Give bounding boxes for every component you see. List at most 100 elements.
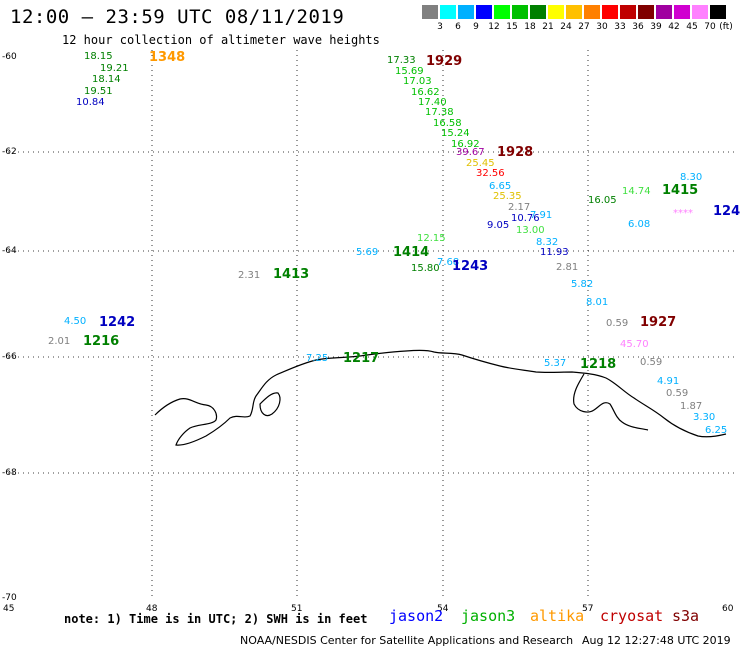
legend-swatch (638, 5, 654, 19)
wave-height-label: 7.91 (530, 210, 553, 221)
wave-height-label: 16.62 (411, 87, 440, 98)
wave-height-label: 1.87 (680, 401, 703, 412)
lon-label: 51 (291, 604, 303, 614)
legend-label: 3 (437, 22, 443, 32)
wave-height-label: 25.35 (493, 191, 522, 202)
legend-label: 30 (596, 22, 608, 32)
legend-swatch (620, 5, 636, 19)
legend-label: 27 (578, 22, 590, 32)
pass-time-label: 124 (713, 204, 740, 219)
wave-height-label: 3.30 (693, 412, 716, 423)
wave-height-label: 12.15 (417, 233, 446, 244)
wave-height-label: 32.56 (476, 168, 505, 179)
legend-swatch (674, 5, 690, 19)
legend-label: 9 (473, 22, 479, 32)
wave-height-label: 0.59 (640, 357, 663, 368)
wave-height-label: 2.17 (508, 202, 531, 213)
lat-label: -60 (2, 52, 17, 62)
pass-time-label: 1218 (580, 357, 617, 372)
legend-label: 15 (506, 22, 518, 32)
legend-swatch (548, 5, 564, 19)
wave-height-label: 2.01 (48, 336, 71, 347)
wave-height-label: 10.76 (511, 213, 540, 224)
wave-height-label: 17.40 (418, 97, 447, 108)
wave-height-label: 6.25 (705, 425, 728, 436)
wave-height-label: 15.69 (395, 66, 424, 77)
wave-height-label: 8.32 (536, 237, 559, 248)
legend-swatch (512, 5, 528, 19)
pass-time-label: 1413 (273, 267, 310, 282)
wave-height-label: 5.37 (544, 358, 567, 369)
legend-label: 33 (614, 22, 626, 32)
wave-height-label: 5.82 (571, 279, 594, 290)
wave-height-label: 19.21 (100, 63, 129, 74)
legend-swatch (710, 5, 726, 19)
lon-label: 45 (3, 604, 15, 614)
wave-height-label: 7.25 (306, 353, 329, 364)
lon-label: 60 (722, 604, 734, 614)
wave-height-label: 19.51 (84, 86, 113, 97)
lat-label: -64 (2, 246, 17, 256)
legend-swatch (656, 5, 672, 19)
lon-label: 54 (437, 604, 449, 614)
wave-height-label: 17.38 (425, 107, 454, 118)
satellite-name: jason2 (389, 607, 444, 625)
legend-swatch (566, 5, 582, 19)
lon-label: 48 (146, 604, 158, 614)
wave-height-label: 18.14 (92, 74, 121, 85)
pass-time-label: 1243 (452, 259, 489, 274)
legend-swatch (602, 5, 618, 19)
lat-label: -66 (2, 352, 17, 362)
wave-height-label: 6.65 (489, 181, 512, 192)
legend-label: 6 (455, 22, 461, 32)
wave-height-label: 11.93 (540, 247, 569, 258)
credit-text: NOAA/NESDIS Center for Satellite Applica… (240, 634, 574, 647)
pass-time-label: 1415 (662, 183, 699, 198)
coastline-island (259, 392, 281, 417)
wave-height-label: 16.58 (433, 118, 462, 129)
wave-height-label: 5.69 (356, 247, 379, 258)
satellite-name: jason3 (461, 607, 516, 625)
legend-label: 12 (488, 22, 500, 32)
lat-label: -70 (2, 593, 17, 603)
legend-swatch (584, 5, 600, 19)
wave-height-label: 25.45 (466, 158, 495, 169)
wave-height-label: 10.84 (76, 97, 105, 108)
pass-time-label: 1242 (99, 315, 136, 330)
legend-swatch (440, 5, 456, 19)
wave-height-label: 4.50 (64, 316, 87, 327)
satellite-name: cryosat (600, 607, 664, 625)
wave-height-label: 0.59 (606, 318, 629, 329)
timestamp: Aug 12 12:27:48 UTC 2019 (582, 634, 731, 647)
pass-time-label: 1927 (640, 315, 677, 330)
wave-height-label: 45.70 (620, 339, 649, 350)
coastline (154, 349, 727, 446)
wave-height-label: 6.08 (628, 219, 651, 230)
wave-height-label: 39.67 (456, 147, 485, 158)
wave-height-label: 15.80 (411, 263, 440, 274)
wave-height-label: 0.59 (666, 388, 689, 399)
wave-height-label: 16.92 (451, 139, 480, 150)
wave-height-label: 8.01 (586, 297, 609, 308)
wave-height-label: 7.68 (437, 257, 460, 268)
wave-height-label: 2.81 (556, 262, 579, 273)
pass-time-label: 1216 (83, 334, 120, 349)
pass-time-label: 1928 (497, 145, 534, 160)
legend-label: 18 (524, 22, 536, 32)
wave-height-label: 17.33 (387, 55, 416, 66)
legend-swatch (476, 5, 492, 19)
wave-height-label: 4.91 (657, 376, 680, 387)
wave-height-label: 13.00 (516, 225, 545, 236)
wave-height-label: 9.05 (487, 220, 510, 231)
legend-label: 70 (704, 22, 716, 32)
color-legend: 3 6 9 12 15 18 21 24 27 30 33 36 39 42 45 70 (ft) (422, 5, 733, 33)
lon-label: 57 (582, 604, 594, 614)
page-subtitle: 12 hour collection of altimeter wave hei… (62, 33, 380, 47)
legend-swatch (458, 5, 474, 19)
legend-label: 21 (542, 22, 554, 32)
footer-note: note: 1) Time is in UTC; 2) SWH is in fe… (64, 612, 368, 626)
wave-height-label: 16.05 (588, 195, 617, 206)
wave-height-label: 18.15 (84, 51, 113, 62)
wave-height-label: 8.30 (680, 172, 703, 183)
